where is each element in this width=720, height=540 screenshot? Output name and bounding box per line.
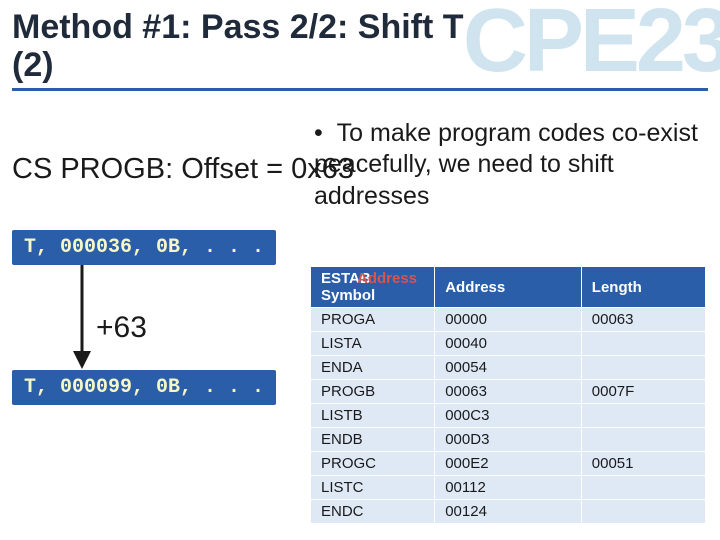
table-body: PROGA0000000063 LISTA00040 ENDA00054 PRO… [311, 308, 706, 524]
cell-addr: 00063 [435, 380, 582, 404]
cell-len [581, 332, 705, 356]
table-row: PROGA0000000063 [311, 308, 706, 332]
estab-table: ESTAB Symbol Address Address Length PROG… [310, 266, 706, 524]
cell-len [581, 500, 705, 524]
cell-len [581, 356, 705, 380]
cell-sym: ENDB [311, 428, 435, 452]
table-row: LISTA00040 [311, 332, 706, 356]
cell-len: 0007F [581, 380, 705, 404]
header-symbol-overlay: Address [357, 270, 417, 287]
cell-sym: ENDC [311, 500, 435, 524]
table-header-length: Length [581, 267, 705, 308]
cell-sym: LISTC [311, 476, 435, 500]
cell-len [581, 428, 705, 452]
cell-addr: 00112 [435, 476, 582, 500]
table-row: PROGC000E200051 [311, 452, 706, 476]
table-header-row: ESTAB Symbol Address Address Length [311, 267, 706, 308]
shift-amount-label: +63 [96, 311, 147, 345]
cell-sym: LISTA [311, 332, 435, 356]
cell-len: 00051 [581, 452, 705, 476]
cell-addr: 00124 [435, 500, 582, 524]
bullet-content: To make program codes co-exist peacefull… [314, 119, 698, 210]
slide-content: Method #1: Pass 2/2: Shift T (2) • To ma… [0, 0, 720, 91]
offset-line: CS PROGB: Offset = 0x63 [12, 153, 354, 186]
table-row: LISTB000C3 [311, 404, 706, 428]
cell-addr: 000D3 [435, 428, 582, 452]
cell-sym: PROGA [311, 308, 435, 332]
cell-len: 00063 [581, 308, 705, 332]
slide-title: Method #1: Pass 2/2: Shift T (2) [0, 0, 720, 84]
cell-addr: 00040 [435, 332, 582, 356]
title-underline [12, 88, 708, 91]
cell-addr: 000C3 [435, 404, 582, 428]
table-row: ENDA00054 [311, 356, 706, 380]
table-row: PROGB000630007F [311, 380, 706, 404]
bullet-marker: • [314, 119, 337, 147]
arrow-icon [70, 265, 94, 369]
cell-sym: PROGB [311, 380, 435, 404]
code-box-before: T, 000036, 0B, . . . [12, 230, 276, 265]
cell-addr: 00000 [435, 308, 582, 332]
table-row: ENDC00124 [311, 500, 706, 524]
cell-addr: 000E2 [435, 452, 582, 476]
cell-addr: 00054 [435, 356, 582, 380]
cell-len [581, 404, 705, 428]
table-row: ENDB000D3 [311, 428, 706, 452]
bullet-text: • To make program codes co-exist peacefu… [314, 118, 714, 212]
code-box-after: T, 000099, 0B, . . . [12, 370, 276, 405]
cell-len [581, 476, 705, 500]
cell-sym: ENDA [311, 356, 435, 380]
table-row: LISTC00112 [311, 476, 706, 500]
title-line-1: Method #1: Pass 2/2: Shift T [12, 8, 464, 46]
table-header-address: Address [435, 267, 582, 308]
cell-sym: LISTB [311, 404, 435, 428]
title-line-2: (2) [12, 46, 54, 84]
table-header-symbol: ESTAB Symbol Address [311, 267, 435, 308]
cell-sym: PROGC [311, 452, 435, 476]
